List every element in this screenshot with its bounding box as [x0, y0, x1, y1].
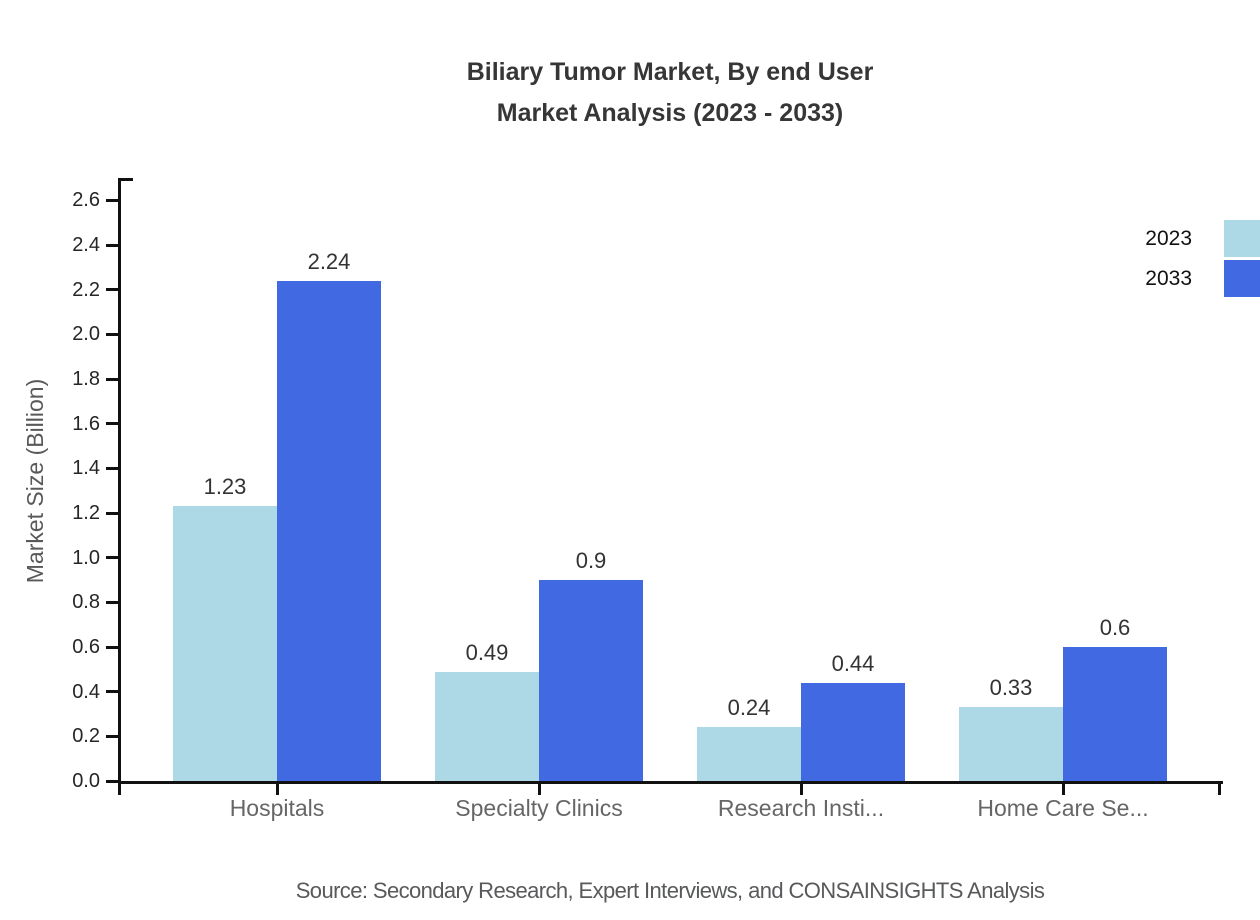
x-axis-line [118, 781, 1223, 784]
x-category-label: Hospitals [229, 795, 325, 821]
x-category-label: Research Insti... [717, 795, 885, 821]
y-tick-mark [106, 779, 118, 783]
source-note: Source: Secondary Research, Expert Inter… [295, 878, 1045, 903]
bar-2023-Hospitals [173, 506, 277, 781]
bar-value-label: 0.49 [465, 639, 509, 665]
y-tick-label: 2.2 [72, 278, 100, 301]
y-tick-label: 0.2 [72, 725, 100, 748]
legend-swatch-2023 [1224, 220, 1260, 257]
y-tick-mark [106, 198, 118, 202]
y-tick-mark [106, 645, 118, 649]
bar-2023-Research Insti... [697, 727, 801, 781]
x-category-label: Specialty Clinics [455, 795, 623, 821]
y-tick-label: 0.0 [72, 770, 100, 792]
y-tick-mark [106, 556, 118, 560]
bar-2033-Home Care Se... [1063, 647, 1167, 781]
bar-value-label: 2.24 [307, 248, 351, 274]
legend-label-2023: 2023 [1145, 227, 1192, 250]
chart-title: Biliary Tumor Market, By end User Market… [80, 52, 1260, 134]
y-tick-label: 0.6 [72, 636, 100, 659]
bar-2023-Home Care Se... [959, 707, 1063, 781]
y-tick-mark [106, 466, 118, 470]
x-tick-mark [537, 781, 541, 795]
y-tick-label: 0.4 [72, 680, 100, 703]
bar-2033-Specialty Clinics [539, 580, 643, 781]
bar-value-label: 0.9 [575, 548, 607, 574]
y-tick-label: 1.0 [72, 546, 100, 569]
y-tick-label: 1.4 [72, 457, 100, 480]
chart-title-line1: Biliary Tumor Market, By end User [466, 58, 874, 86]
y-tick-mark [106, 422, 118, 426]
legend-label-2033: 2033 [1145, 267, 1192, 290]
y-tick-mark [106, 243, 118, 247]
y-tick-label: 1.2 [72, 502, 100, 525]
y-tick-mark [106, 332, 118, 336]
y-tick-mark [106, 288, 118, 292]
x-tick-mark [1061, 781, 1065, 795]
bar-value-label: 0.24 [727, 695, 771, 721]
y-tick-mark [106, 511, 118, 515]
legend-swatch-2033 [1224, 260, 1260, 297]
bar-value-label: 0.6 [1099, 615, 1131, 641]
y-tick-label: 2.6 [72, 189, 100, 212]
y-tick-mark [106, 377, 118, 381]
x-tick-mark [1217, 781, 1221, 795]
y-tick-mark [106, 734, 118, 738]
bar-value-label: 0.33 [989, 675, 1033, 701]
bar-2033-Hospitals [277, 280, 381, 781]
x-tick-mark [799, 781, 803, 795]
chart-title-line2: Market Analysis (2023 - 2033) [496, 99, 844, 127]
y-tick-label: 2.4 [72, 234, 100, 257]
bar-value-label: 0.44 [831, 650, 875, 676]
bar-2023-Specialty Clinics [435, 671, 539, 781]
y-tick-label: 1.6 [72, 412, 100, 435]
y-axis-line [118, 178, 121, 795]
bar-2033-Research Insti... [801, 682, 905, 781]
y-axis-end-tick [120, 178, 133, 181]
y-tick-label: 2.0 [72, 323, 100, 346]
y-tick-label: 0.8 [72, 591, 100, 614]
y-tick-mark [106, 600, 118, 604]
bar-value-label: 1.23 [203, 474, 247, 500]
x-category-label: Home Care Se... [977, 795, 1149, 821]
x-tick-mark [275, 781, 279, 795]
y-tick-label: 1.8 [72, 368, 100, 391]
y-tick-mark [106, 690, 118, 694]
